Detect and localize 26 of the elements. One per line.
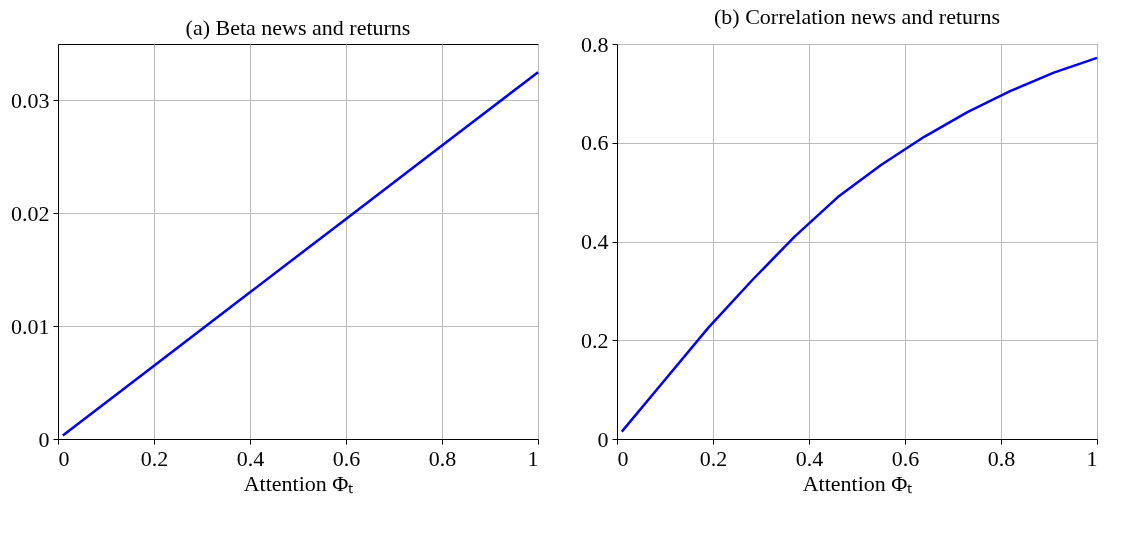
x-tick-label: 1 xyxy=(1086,445,1098,471)
x-tick-label: 0.4 xyxy=(795,445,824,471)
x-tick-label: 0 xyxy=(617,445,629,471)
x-tick-label: 0.8 xyxy=(428,445,457,471)
y-tick-label: 0.8 xyxy=(581,31,609,57)
x-axis-title: Attention Φₜ xyxy=(243,470,354,496)
y-tick-label: 0.4 xyxy=(581,229,609,254)
y-tick-label: 0.02 xyxy=(11,200,50,226)
x-tick-label: 0.6 xyxy=(891,445,920,471)
x-tick-label: 0.4 xyxy=(236,445,265,471)
x-tick-label: 0 xyxy=(58,445,70,471)
y-tick-label: 0.01 xyxy=(11,313,50,339)
x-tick-label: 0.8 xyxy=(987,445,1016,471)
y-tick-label: 0.03 xyxy=(11,87,50,113)
y-tick-label: 0 xyxy=(597,426,609,452)
y-tick-label: 0.6 xyxy=(581,130,609,156)
y-tick-label: 0.2 xyxy=(581,327,609,353)
y-tick-label: 0 xyxy=(38,426,50,452)
x-axis-title: Attention Φₜ xyxy=(802,470,913,496)
chart-title: (b) Correlation news and returns xyxy=(714,4,1000,29)
x-tick-label: 0.2 xyxy=(699,445,728,471)
x-tick-label: 1 xyxy=(527,445,539,471)
x-tick-label: 0.2 xyxy=(140,445,169,471)
chart-title: (a) Beta news and returns xyxy=(185,15,411,40)
line-series xyxy=(620,56,1099,433)
x-tick-label: 0.6 xyxy=(332,445,361,471)
